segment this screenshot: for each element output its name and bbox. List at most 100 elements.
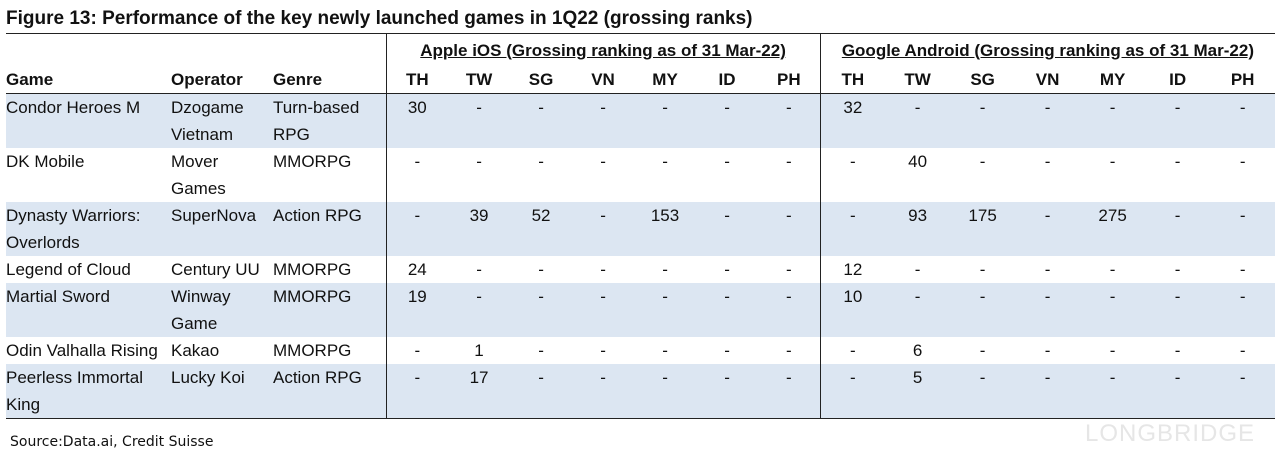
column-header: MY <box>1099 70 1126 89</box>
genre: MMORPG <box>273 152 352 171</box>
column-header: PH <box>777 70 801 89</box>
rank: - <box>1210 283 1276 337</box>
rank: - <box>696 93 759 148</box>
rank: - <box>885 93 951 148</box>
title: Figure 13: Performance of the key newly … <box>6 8 753 29</box>
column-header: VN <box>591 70 615 89</box>
rank: - <box>510 364 573 419</box>
group: Apple iOS (Grossing ranking as of 31 Mar… <box>385 33 821 66</box>
group-label: Google Android (Grossing ranking as of 3… <box>841 40 1254 60</box>
rank: 39 <box>448 202 511 256</box>
rank: - <box>1080 93 1146 148</box>
column-header: PH <box>1230 70 1255 89</box>
rank: - <box>1080 364 1146 419</box>
game: Peerless Immortal King <box>6 364 171 419</box>
rank: - <box>1015 283 1081 337</box>
watermark: LONGBRIDGE <box>1085 420 1256 447</box>
group-row: Apple iOS (Grossing ranking as of 31 Mar… <box>6 33 1276 67</box>
row: Martial Sword Winway Game MMORPG 19- - - - - -10… <box>6 283 1276 337</box>
rank: - <box>758 93 821 148</box>
rank: - <box>600 152 606 171</box>
rank: - <box>1145 283 1211 337</box>
column-header: TH <box>819 66 886 94</box>
rank: 12 <box>819 256 886 283</box>
rank: - <box>476 152 482 171</box>
rank: - <box>885 283 951 337</box>
row: Odin Valhalla Rising Kakao MMORPG - 1 - - - - - - 6… <box>6 337 1275 364</box>
source: Source:Data.ai, Credit Suisse <box>10 434 214 450</box>
rank: - <box>385 148 449 202</box>
rank: 40 <box>908 152 928 171</box>
rank: - <box>785 152 792 171</box>
rank: 6 <box>912 341 923 360</box>
rank: 175 <box>950 202 1016 256</box>
row: Condor Heroes M Dzogame Vietnam Turn-based… <box>6 93 1276 148</box>
row: Peerless Immortal King Lucky Koi Action RP… <box>6 364 1276 419</box>
game: Dynasty Warriors: Overlords <box>6 202 171 256</box>
row: Legend of Cloud Century UU MMORPG 24 - - - - - - 1… <box>6 256 1275 283</box>
rank: - <box>600 260 606 279</box>
rank: - <box>979 152 986 171</box>
rank: - <box>758 202 821 256</box>
rank: 32 <box>819 93 886 148</box>
rank: 30 <box>385 93 449 148</box>
rank: - <box>1239 341 1246 360</box>
rank: - <box>1145 364 1211 419</box>
rank: - <box>1109 152 1116 171</box>
rank: - <box>1080 283 1146 337</box>
rank: - <box>1239 260 1246 279</box>
game: Legend of Cloud <box>6 260 131 279</box>
rank: - <box>1109 260 1116 279</box>
column-header: TW <box>465 70 493 89</box>
operator: Winway Game <box>171 283 273 337</box>
genre: MMORPG <box>273 260 352 279</box>
rank: 24 <box>385 256 449 283</box>
rank: - <box>819 148 886 202</box>
rank: - <box>1174 341 1181 360</box>
rank: 5 <box>885 364 951 419</box>
column-header: ID <box>1169 70 1187 89</box>
rank: - <box>572 93 635 148</box>
group-label: Apple iOS (Grossing ranking as of 31 Mar… <box>420 40 786 60</box>
rank: - <box>448 283 511 337</box>
rank: - <box>785 341 792 360</box>
game: Martial Sword <box>6 283 171 337</box>
operator: Kakao <box>171 341 220 360</box>
rank: - <box>819 202 886 256</box>
rank: 19 <box>385 283 449 337</box>
rank: - <box>385 364 449 419</box>
rank: - <box>724 341 730 360</box>
genre: Action RPG <box>273 364 387 419</box>
rank: - <box>1210 364 1276 419</box>
rank: - <box>510 93 573 148</box>
rank: 10 <box>819 283 886 337</box>
rank: - <box>979 341 986 360</box>
game: DK Mobile <box>6 152 85 171</box>
rank: - <box>634 283 697 337</box>
rank: 275 <box>1080 202 1146 256</box>
game: Odin Valhalla Rising <box>6 341 158 360</box>
column-header: Game <box>6 70 54 89</box>
column-header: SG <box>970 70 995 89</box>
rank: - <box>914 260 921 279</box>
rank: - <box>758 283 821 337</box>
column-header: Genre <box>273 70 323 89</box>
rank: - <box>538 152 544 171</box>
rank: - <box>662 260 668 279</box>
rank: - <box>538 260 544 279</box>
rank: - <box>385 337 449 364</box>
rank: - <box>1044 152 1051 171</box>
blank <box>6 34 386 67</box>
rank: - <box>538 341 544 360</box>
row: Dynasty Warriors: Overlords SuperNova Acti… <box>6 202 1276 256</box>
rank: - <box>1015 364 1081 419</box>
rank: 153 <box>634 202 697 256</box>
rank: - <box>758 364 821 419</box>
rank: - <box>1174 152 1181 171</box>
column-header: SG <box>528 70 554 89</box>
rank: - <box>1015 93 1081 148</box>
rank: - <box>385 202 449 256</box>
rank: - <box>696 202 759 256</box>
genre: Turn-based RPG <box>273 93 387 148</box>
rank: 1 <box>474 341 484 360</box>
